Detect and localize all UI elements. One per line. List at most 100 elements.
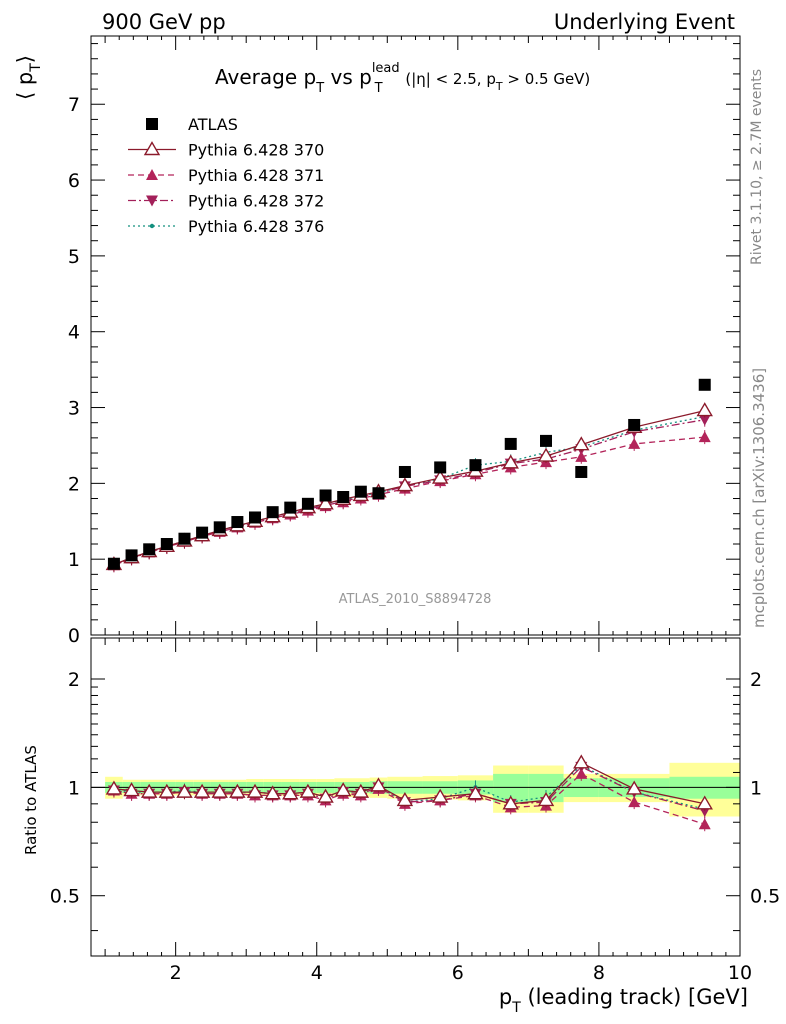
ratio-data-point — [625, 780, 643, 795]
ratio-data-point — [502, 795, 519, 810]
title-cuts: (|η| < 2.5, p — [401, 70, 496, 88]
main-data-point — [504, 437, 517, 450]
title-sub1: T — [315, 81, 324, 96]
main-ytick-label: 4 — [68, 322, 80, 344]
main-data-point — [317, 495, 334, 510]
main-frame — [90, 35, 741, 636]
ylabel-sub: T — [28, 63, 44, 73]
main-data-point — [249, 511, 262, 524]
ratio-ytick-label: 1 — [68, 777, 80, 799]
main-data-point — [575, 465, 588, 478]
main-series-0 — [107, 378, 711, 570]
legend-marker — [149, 223, 155, 229]
legend-marker — [146, 118, 158, 130]
ratio-ytick-label-right: 0.5 — [750, 886, 780, 908]
ratio-data-point — [211, 783, 228, 798]
main-series-line — [113, 436, 705, 566]
ratio-data-point — [299, 783, 317, 798]
ylabel-open: ⟨ p — [13, 72, 37, 100]
ratio-data-point — [158, 783, 176, 798]
main-ytick-label: 7 — [68, 94, 80, 116]
x-tick-label: 10 — [728, 962, 752, 984]
title-part1: Average p — [215, 65, 316, 89]
main-ylabel: ⟨ pT⟩ — [13, 55, 44, 100]
main-data-point — [354, 485, 367, 498]
ratio-data-point — [229, 783, 246, 798]
main-ytick-label: 0 — [68, 625, 80, 647]
main-data-point — [284, 501, 297, 514]
legend-item: Pythia 6.428 376 — [128, 217, 324, 236]
ratio-data-point — [317, 788, 334, 803]
legend-marker — [146, 195, 158, 207]
ratio-data-point — [537, 792, 555, 807]
main-ytick-label: 6 — [68, 170, 80, 192]
main-title: Average pT vs plead T (|η| < 2.5, pT > 0.… — [215, 61, 590, 96]
x-tick-label: 6 — [452, 962, 464, 984]
title-part2: vs p — [324, 65, 372, 89]
legend-marker — [146, 169, 158, 180]
title-cuts-sub: T — [495, 80, 503, 93]
legend-item: Pythia 6.428 370 — [128, 141, 324, 160]
main-ytick-label: 3 — [68, 398, 80, 420]
main-data-point — [698, 378, 711, 391]
x-tick-label: 2 — [170, 962, 182, 984]
main-data-point — [698, 414, 711, 426]
ratio-data-point — [105, 780, 123, 795]
legend-marker — [143, 141, 161, 156]
ratio-data-point — [282, 785, 299, 800]
x-axis-label: pT (leading track) [GeV] — [499, 985, 748, 1016]
x-tick-label: 8 — [593, 962, 605, 984]
ratio-panel: 0.5 0.5 1 1 2 2 2 4 6 8 10 — [50, 637, 780, 984]
ratio-data-point — [264, 785, 281, 800]
main-data-point — [434, 461, 447, 474]
ratio-data-point — [431, 788, 449, 803]
main-data-point — [337, 491, 350, 504]
ratio-series-line — [113, 764, 705, 810]
main-data-point — [107, 557, 120, 570]
main-data-point — [143, 543, 156, 556]
main-data-point — [160, 538, 173, 551]
main-data-point — [196, 526, 209, 539]
main-data-point — [125, 549, 138, 562]
legend-item: ATLAS — [146, 115, 238, 134]
ratio-data-point — [246, 783, 264, 798]
title-sub2: T — [374, 81, 383, 96]
analysis-tag: ATLAS_2010_S8894728 — [339, 592, 492, 607]
main-data-point — [698, 431, 711, 443]
ratio-data-point — [573, 754, 590, 769]
main-ytick-label: 2 — [68, 473, 80, 495]
ratio-data-point — [193, 783, 211, 798]
main-ytick-label: 1 — [68, 549, 80, 571]
main-data-point — [319, 489, 332, 502]
ratio-data-point — [696, 795, 713, 810]
main-data-point — [398, 465, 411, 478]
legend-label: Pythia 6.428 372 — [188, 192, 324, 211]
main-series-layer — [105, 378, 713, 573]
ylabel-close: ⟩ — [13, 55, 37, 63]
xlabel-sub: T — [511, 1000, 521, 1016]
ratio-ytick-label: 2 — [68, 669, 80, 691]
main-data-point — [231, 516, 244, 529]
xlabel-p: p — [499, 985, 512, 1009]
legend-label: Pythia 6.428 371 — [188, 166, 324, 185]
main-data-point — [431, 469, 449, 484]
ratio-data-point — [628, 796, 641, 808]
main-data-point — [502, 454, 519, 469]
ratio-data-point — [467, 785, 484, 800]
main-panel: 0 1 2 3 4 5 6 7 — [68, 35, 741, 647]
main-series-1 — [105, 402, 713, 572]
main-data-point — [469, 459, 482, 472]
main-data-point — [573, 436, 590, 451]
legend-label: Pythia 6.428 376 — [188, 217, 324, 236]
main-data-point — [372, 487, 385, 500]
legend-item: Pythia 6.428 371 — [128, 166, 324, 185]
ratio-data-point — [575, 767, 588, 779]
side-label-rivet: Rivet 3.1.10, ≥ 2.7M events — [749, 69, 765, 265]
legend: ATLAS Pythia 6.428 370 Pythia 6.428 371 Pyt… — [128, 115, 324, 236]
ratio-data-point — [352, 783, 370, 798]
ratio-axes: 0.5 0.5 1 1 2 2 2 4 6 8 10 — [50, 638, 780, 984]
main-data-point — [266, 506, 279, 519]
main-data-point — [396, 477, 414, 492]
